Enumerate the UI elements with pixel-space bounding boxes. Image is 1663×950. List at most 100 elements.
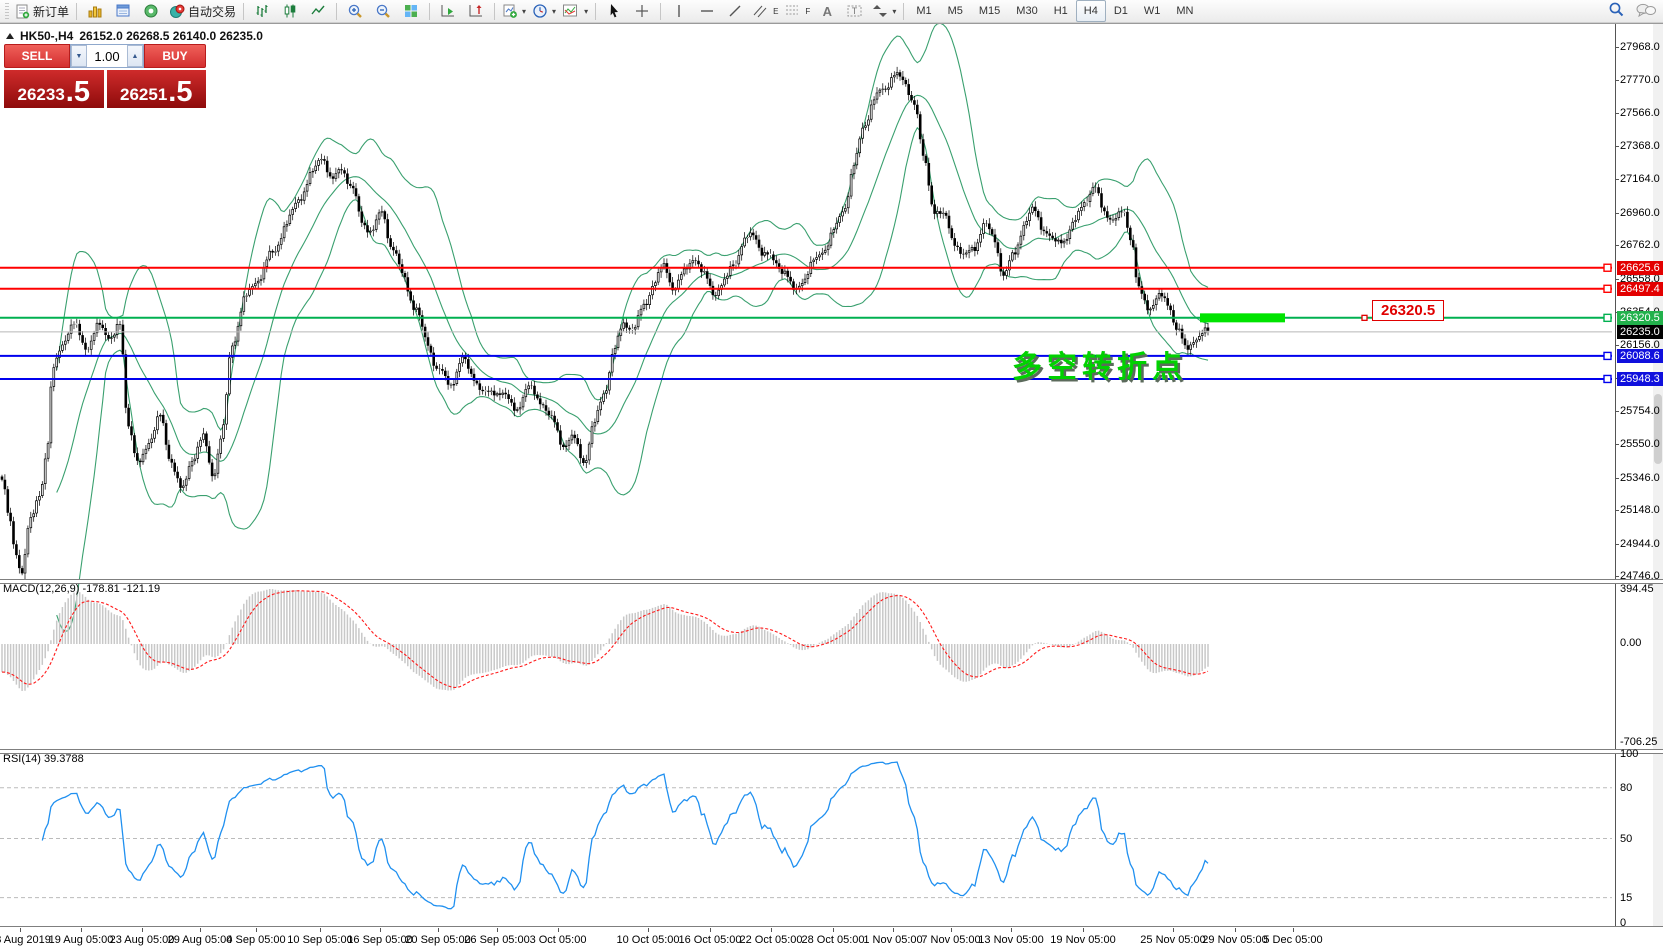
time-axis-label: 19 Aug 05:00 <box>48 934 114 946</box>
macd-signal-line <box>1 590 1209 688</box>
bar-chart-icon <box>256 5 268 17</box>
chart-window[interactable]: 27968.0 27770.0 27566.0 27368.0 27164.0 26960… <box>0 23 1663 950</box>
arrows-tool-button[interactable]: ▾ <box>869 0 899 22</box>
equidistant-channel-tool-button[interactable]: E <box>749 0 781 22</box>
text-label-tool-button[interactable]: T <box>841 0 869 22</box>
navigator-button[interactable] <box>137 0 165 22</box>
new-order-label: 新订单 <box>33 4 70 19</box>
auto-scroll-button[interactable] <box>434 0 462 22</box>
line-chart-button[interactable] <box>304 0 332 22</box>
market-watch-button[interactable] <box>81 0 109 22</box>
time-axis-label: 10 Sep 05:00 <box>287 934 353 946</box>
chart-plot-area[interactable] <box>0 24 1663 928</box>
buy-button[interactable]: BUY <box>144 44 206 68</box>
toolbar-grip[interactable] <box>5 3 9 19</box>
timeframe-h1-button[interactable]: H1 <box>1053 5 1068 17</box>
main-macd-divider[interactable] <box>0 579 1663 584</box>
sell-price-display[interactable]: 26233 .5 <box>4 70 104 108</box>
zoom-in-icon <box>348 4 362 18</box>
candle-wicks <box>1 66 1209 579</box>
trendline-tool-button[interactable] <box>721 0 749 22</box>
chat-icon[interactable] <box>1635 2 1657 18</box>
buy-price-display[interactable]: 26251 .5 <box>106 70 206 108</box>
price-annotation-box: 26320.5 <box>1372 300 1445 321</box>
line-endpoint-marker[interactable] <box>1603 374 1612 384</box>
chart-ohlc-values: 26152.0 26268.5 26140.0 26235.0 <box>79 29 263 43</box>
line-endpoint-marker[interactable] <box>1603 263 1612 272</box>
volume-input[interactable]: 1.00 <box>94 48 120 64</box>
macd-axis-min: -706.25 <box>1620 736 1658 748</box>
time-axis-label: 7 Nov 05:00 <box>921 934 981 946</box>
y-axis-tick-label: 27164.0 <box>1620 173 1660 185</box>
rsi-line <box>41 761 1209 910</box>
highlight-rectangle[interactable] <box>1200 313 1285 323</box>
macd-axis-zero: 0.00 <box>1620 637 1642 649</box>
chart-header: HK50-,H4 26152.0 26268.5 26140.0 26235.0 <box>6 29 263 43</box>
sell-price-main: 26233 <box>17 85 65 104</box>
vertical-line-tool-button[interactable] <box>665 0 693 22</box>
crosshair-tool-button[interactable] <box>628 0 656 22</box>
timeframe-m15-button[interactable]: M15 <box>978 5 1001 17</box>
zoom-out-button[interactable] <box>369 0 397 22</box>
y-axis-tick-label: 26762.0 <box>1620 239 1660 251</box>
dropdown-caret-icon: ▾ <box>552 6 557 16</box>
time-axis-tickmark <box>81 928 82 932</box>
timeframe-m5-button[interactable]: M5 <box>947 5 963 17</box>
rsi-axis-label: 15 <box>1620 892 1633 904</box>
y-axis-tick-label: 24944.0 <box>1620 538 1660 550</box>
vertical-scrollbar-thumb[interactable] <box>1654 394 1662 464</box>
time-axis-tickmark <box>200 928 201 932</box>
data-window-button[interactable] <box>109 0 137 22</box>
timeframe-m1-button[interactable]: M1 <box>916 5 932 17</box>
sell-button[interactable]: SELL <box>4 44 70 68</box>
text-tool-button[interactable]: A <box>813 0 841 22</box>
macd-rsi-divider[interactable] <box>0 749 1663 754</box>
turning-point-annotation: 多空转折点 <box>1012 351 1187 384</box>
volume-decrease-button[interactable]: ▼ <box>71 45 87 67</box>
timeframe-m30-button[interactable]: M30 <box>1016 5 1038 17</box>
line-endpoint-marker[interactable] <box>1603 284 1612 293</box>
profiles-clock-icon <box>533 4 547 18</box>
new-chart-icon <box>503 4 517 18</box>
time-axis-tickmark <box>438 928 439 932</box>
line-endpoint-marker[interactable] <box>1603 351 1612 361</box>
time-axis-tickmark <box>142 928 143 932</box>
horizontal-line-icon <box>701 10 714 12</box>
indicators-button[interactable]: ▾ <box>559 0 591 22</box>
collapse-panel-icon[interactable] <box>6 33 14 39</box>
svg-text:T: T <box>852 6 858 16</box>
y-axis-tickmark <box>1615 544 1619 545</box>
cursor-tool-button[interactable] <box>600 0 628 22</box>
time-axis-tickmark <box>497 928 498 932</box>
main-toolbar: 新订单 自动交易 <box>0 0 1663 23</box>
timeframe-w1-button[interactable]: W1 <box>1143 5 1161 17</box>
y-axis-tickmark <box>1615 576 1619 577</box>
candlestick-chart-button[interactable] <box>276 0 304 22</box>
arrows-icon <box>873 5 888 17</box>
y-axis-tick-label: 25148.0 <box>1620 504 1660 516</box>
rsi-axis-label: 80 <box>1620 782 1633 794</box>
horizontal-line-tool-button[interactable] <box>693 0 721 22</box>
volume-increase-button[interactable]: ▲ <box>127 45 143 67</box>
y-axis-tickmark <box>1615 47 1619 48</box>
macd-title: MACD(12,26,9) -178.81 -121.19 <box>3 583 161 595</box>
bar-chart-button[interactable] <box>248 0 276 22</box>
market-watch-icon <box>88 6 102 18</box>
fibonacci-tool-button[interactable]: F <box>781 0 813 22</box>
autotrading-button[interactable]: 自动交易 <box>165 0 239 22</box>
price-level-flag: 26625.6 <box>1617 261 1663 275</box>
search-icon[interactable] <box>1608 1 1625 18</box>
new-chart-button[interactable]: ▾ <box>499 0 529 22</box>
tile-windows-button[interactable] <box>397 0 425 22</box>
chart-shift-button[interactable] <box>462 0 490 22</box>
timeframe-h4-button[interactable]: H4 <box>1075 0 1106 22</box>
timeframe-mn-button[interactable]: MN <box>1176 5 1194 17</box>
time-axis-label: 19 Nov 05:00 <box>1050 934 1116 946</box>
new-order-button[interactable]: 新订单 <box>12 0 72 22</box>
profiles-button[interactable]: ▾ <box>529 0 559 22</box>
timeframe-d1-button[interactable]: D1 <box>1113 5 1128 17</box>
zoom-in-button[interactable] <box>341 0 369 22</box>
line-endpoint-marker[interactable] <box>1603 313 1612 323</box>
